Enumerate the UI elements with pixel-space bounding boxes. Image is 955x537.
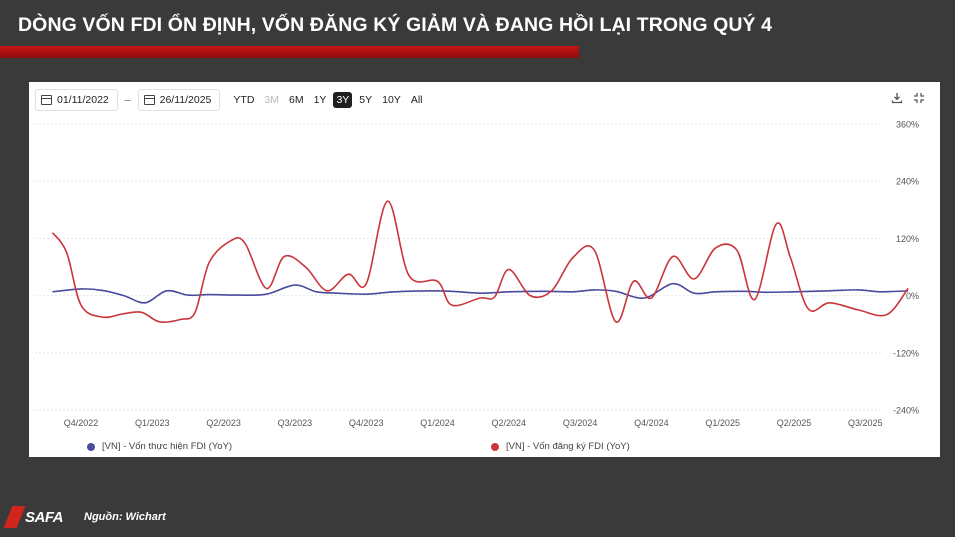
start-date-picker[interactable]: 01/11/2022 [35, 89, 118, 111]
chart-card: 01/11/2022 – 26/11/2025 YTD 3M 6M 1Y 3Y … [29, 82, 940, 457]
y-tick-label: 240% [896, 177, 919, 187]
safa-logo: SAFA [3, 506, 64, 528]
range-button-6m[interactable]: 6M [289, 94, 304, 106]
y-tick-label: 120% [896, 234, 919, 244]
source-note: Nguồn: Wichart [84, 511, 166, 523]
range-button-10y[interactable]: 10Y [382, 94, 401, 106]
x-tick-label: Q2/2024 [492, 418, 527, 428]
y-tick-label: -240% [893, 406, 919, 416]
range-button-ytd[interactable]: YTD [233, 94, 255, 106]
x-tick-label: Q4/2022 [64, 418, 99, 428]
calendar-icon [143, 95, 155, 105]
legend-item-registered-fdi[interactable]: [VN] - Vốn đăng ký FDI (YoY) [491, 441, 630, 452]
series-line-registered-fdi [51, 200, 909, 323]
range-button-all[interactable]: All [410, 94, 423, 106]
fullscreen-icon[interactable] [913, 92, 925, 107]
logo-text: SAFA [25, 508, 64, 526]
page-title: DÒNG VỐN FDI ỔN ĐỊNH, VỐN ĐĂNG KÝ GIẢM V… [18, 14, 773, 36]
range-button-3m[interactable]: 3M [264, 94, 279, 106]
download-icon[interactable] [891, 92, 903, 107]
logo-mark [3, 506, 26, 528]
y-tick-label: -120% [893, 348, 919, 358]
series-line-realized-fdi [52, 282, 909, 304]
end-date-value: 26/11/2025 [159, 94, 212, 106]
title-underline-bar [0, 46, 579, 58]
x-tick-label: Q1/2025 [705, 418, 740, 428]
y-tick-label: 0% [906, 291, 919, 301]
legend-item-realized-fdi[interactable]: [VN] - Vốn thực hiện FDI (YoY) [87, 441, 232, 452]
line-chart: 360% 240% 120% 0% -120% -240% Q4/2022 Q1/2023 Q2… [35, 120, 919, 428]
x-tick-label: Q4/2024 [634, 418, 669, 428]
legend-label: [VN] - Vốn thực hiện FDI (YoY) [102, 441, 233, 452]
chart-toolbar: 01/11/2022 – 26/11/2025 YTD 3M 6M 1Y 3Y … [35, 89, 425, 111]
legend-label: [VN] - Vốn đăng ký FDI (YoY) [506, 441, 630, 452]
legend-marker [491, 442, 499, 451]
range-button-5y[interactable]: 5Y [359, 94, 373, 106]
x-tick-label: Q4/2023 [349, 418, 384, 428]
y-tick-label: 360% [896, 120, 919, 130]
x-tick-label: Q2/2025 [777, 418, 812, 428]
date-separator: – [124, 94, 131, 106]
x-tick-label: Q3/2025 [848, 418, 883, 428]
x-tick-label: Q3/2024 [563, 418, 598, 428]
legend-marker [87, 442, 95, 451]
x-tick-label: Q2/2023 [206, 418, 241, 428]
range-button-3y[interactable]: 3Y [333, 92, 353, 108]
x-tick-label: Q1/2024 [420, 418, 455, 428]
x-tick-label: Q3/2023 [278, 418, 313, 428]
range-button-1y[interactable]: 1Y [313, 94, 327, 106]
calendar-icon [41, 95, 52, 105]
end-date-picker[interactable]: 26/11/2025 [137, 89, 221, 111]
start-date-value: 01/11/2022 [57, 94, 109, 106]
x-tick-label: Q1/2023 [135, 418, 170, 428]
